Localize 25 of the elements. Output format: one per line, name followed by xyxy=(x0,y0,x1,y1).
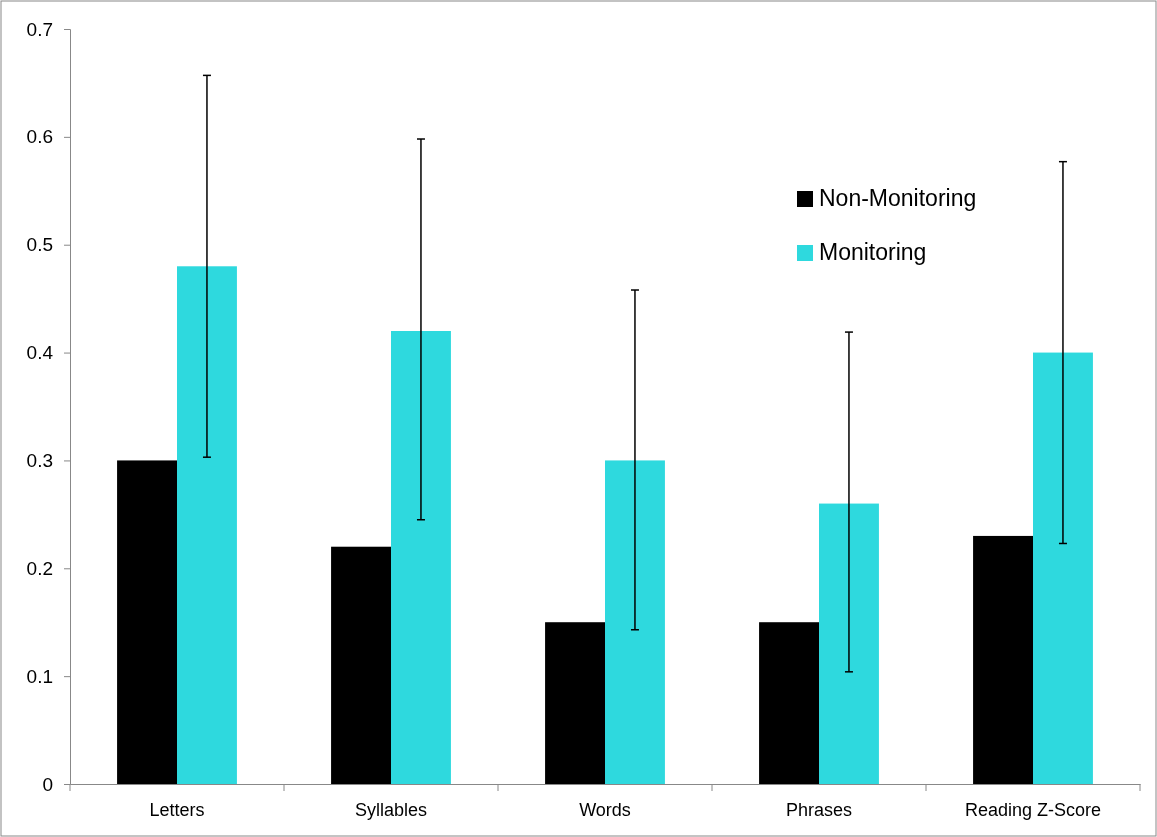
y-tick-label: 0.6 xyxy=(26,126,53,148)
bar xyxy=(1033,352,1093,784)
x-tick-label: Reading Z-Score xyxy=(964,799,1102,820)
y-tick-label: 0.7 xyxy=(26,18,53,40)
x-tick-label: Words xyxy=(579,799,631,820)
bar xyxy=(973,535,1033,784)
y-tick-label: 0 xyxy=(42,773,53,795)
legend-label: Monitoring xyxy=(819,239,927,265)
y-tick-label: 0.2 xyxy=(26,557,53,579)
bar xyxy=(605,460,665,784)
y-tick-label: 0.4 xyxy=(26,342,54,364)
bar xyxy=(819,503,879,784)
bar xyxy=(391,331,451,784)
legend-label: Non-Monitoring xyxy=(819,185,977,211)
bar xyxy=(117,460,177,784)
y-tick-label: 0.1 xyxy=(26,665,53,687)
y-tick-label: 0.3 xyxy=(26,450,53,472)
bar xyxy=(177,266,237,784)
bar xyxy=(759,622,819,784)
y-tick-label: 0.5 xyxy=(26,234,53,256)
x-tick-label: Letters xyxy=(149,799,205,820)
bar xyxy=(545,622,605,784)
bar xyxy=(331,546,391,784)
x-tick-label: Phrases xyxy=(785,799,853,820)
x-tick-label: Syllables xyxy=(354,799,428,820)
